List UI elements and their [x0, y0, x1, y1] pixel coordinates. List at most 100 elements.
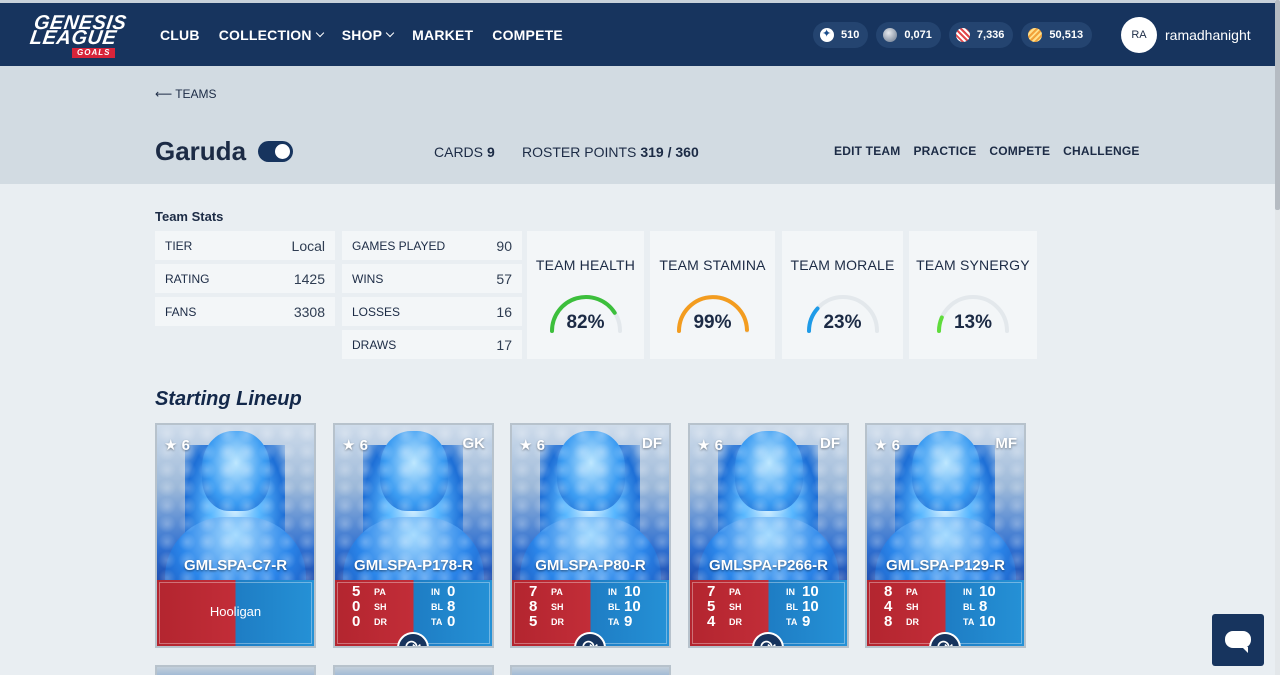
chevron-down-icon: [315, 28, 324, 37]
stat-sh: 0 SH: [352, 598, 394, 615]
currency-red[interactable]: 7,336: [948, 22, 1014, 48]
card-name: GMLSPA-C7-R: [183, 557, 288, 574]
card-rating: ★ 6: [164, 437, 190, 454]
cards-value: 9: [487, 144, 495, 160]
silhouette-head: [380, 431, 448, 511]
username[interactable]: ramadhanight: [1165, 27, 1251, 43]
meter-value: 13%: [953, 312, 993, 333]
bench-card[interactable]: [155, 665, 316, 675]
card-trait: Hooligan: [209, 604, 262, 619]
card-rating: ★ 6: [519, 437, 545, 454]
nav-shop[interactable]: SHOP: [341, 26, 395, 43]
avatar[interactable]: RA: [1121, 17, 1157, 53]
stat-key: PA: [551, 586, 563, 597]
player-silhouette: [157, 425, 314, 580]
stat-losses: LOSSES 16: [342, 297, 522, 326]
stat-key: DR: [551, 616, 564, 627]
currency-ball-value: 0,071: [904, 29, 932, 41]
bench-card[interactable]: [333, 665, 494, 675]
stat-number: 10: [802, 598, 819, 615]
practice-button[interactable]: PRACTICE: [913, 144, 977, 158]
currency-gold[interactable]: 50,513: [1021, 22, 1093, 48]
genesis-league-logo[interactable]: GENESIS LEAGUE GOALS: [28, 12, 132, 58]
lineup-card[interactable]: ★ 6 DF GMLSPA-P80-R 7 PA 8 SH 5 DR IN 10 BL 1…: [510, 423, 671, 648]
stat-bl: BL 10: [596, 598, 648, 615]
gauge-arc: [937, 295, 1009, 333]
card-position: GK: [462, 435, 486, 452]
stat-pa: 7 PA: [529, 583, 571, 600]
stat-key: BL: [963, 601, 975, 612]
stat-pa: 8 PA: [884, 583, 926, 600]
lineup-card[interactable]: ★ 6 GMLSPA-C7-R Hooligan: [155, 423, 316, 648]
stat-value: 1425: [293, 270, 325, 287]
band-border: [159, 582, 312, 644]
nav-market-label: MARKET: [412, 26, 474, 43]
stat-key: IN: [608, 586, 617, 597]
arrow-left-icon: ⟵: [155, 87, 173, 101]
lineup-card[interactable]: ★ 6 GK GMLSPA-P178-R 5 PA 0 SH 0 DR IN 0 BL 8…: [333, 423, 494, 648]
nav-market[interactable]: MARKET: [412, 27, 473, 43]
stat-dr: 0 DR: [352, 613, 394, 630]
stat-key: IN: [963, 586, 972, 597]
nav-club[interactable]: CLUB: [160, 27, 200, 43]
stat-in: IN 10: [596, 583, 648, 600]
currency-ball[interactable]: 0,071: [876, 22, 941, 48]
edit-team-button[interactable]: EDIT TEAM: [834, 144, 901, 158]
lineup-card[interactable]: ★ 6 DF GMLSPA-P266-R 7 PA 5 SH 4 DR IN 10 BL…: [688, 423, 849, 648]
back-to-teams-link[interactable]: ⟵ TEAMS: [155, 87, 217, 101]
stat-key: SH: [374, 601, 387, 612]
stat-key: DR: [906, 616, 919, 627]
nav-collection[interactable]: COLLECTION: [218, 26, 324, 43]
stat-ta: TA 10: [951, 613, 1003, 630]
team-active-toggle[interactable]: [258, 141, 293, 162]
attack-stats: 7 PA 5 SH 4 DR: [707, 583, 749, 630]
stat-dr: 8 DR: [884, 613, 926, 630]
stat-label: GAMES PLAYED: [352, 238, 446, 253]
stat-number: 10: [624, 583, 641, 600]
stat-number: 5: [352, 583, 361, 600]
star-token-icon: [820, 27, 834, 42]
card-rating: ★ 6: [874, 437, 900, 454]
stat-number: 9: [802, 613, 811, 630]
card-footer: [157, 646, 314, 648]
player-silhouette: [335, 425, 492, 580]
logo-line3: GOALS: [72, 48, 116, 58]
user-menu[interactable]: RA ramadhanight: [1121, 17, 1251, 53]
stat-key: TA: [431, 616, 443, 627]
player-silhouette: [867, 425, 1024, 580]
nav-compete[interactable]: COMPETE: [492, 27, 563, 43]
meter-label: TEAM HEALTH: [535, 257, 636, 273]
stat-value: 57: [496, 270, 512, 287]
nav-club-label: CLUB: [160, 26, 200, 43]
stat-bl: BL 8: [419, 598, 471, 615]
nav-shop-label: SHOP: [341, 26, 383, 43]
currency-red-value: 7,336: [976, 29, 1005, 41]
card-position: DF: [820, 435, 840, 452]
currency-star-value: 510: [841, 29, 860, 41]
bench-card[interactable]: [510, 665, 671, 675]
currency-gold-value: 50,513: [1049, 29, 1084, 41]
chat-button[interactable]: [1212, 614, 1264, 666]
starting-lineup-title: Starting Lineup: [155, 388, 302, 410]
stat-number: 7: [707, 583, 716, 600]
gauge-arc: [676, 295, 749, 333]
stat-key: TA: [786, 616, 798, 627]
compete-button[interactable]: COMPETE: [989, 144, 1051, 158]
stat-number: 0: [352, 613, 361, 630]
stat-number: 4: [884, 598, 893, 615]
silhouette-head: [557, 431, 625, 511]
logo-line2: LEAGUE: [28, 27, 118, 49]
challenge-button[interactable]: CHALLENGE: [1063, 144, 1140, 158]
nav-collection-label: COLLECTION: [218, 26, 312, 43]
scrollbar-thumb[interactable]: [1275, 0, 1280, 210]
stat-number: 5: [529, 613, 538, 630]
player-silhouette: [512, 425, 669, 580]
stat-label: RATING: [165, 271, 210, 286]
page-scrollbar[interactable]: [1275, 0, 1280, 675]
defense-stats: IN 0 BL 8 TA 0: [419, 583, 471, 630]
stat-number: 10: [979, 613, 996, 630]
currency-star[interactable]: 510: [813, 22, 869, 48]
top-nav: GENESIS LEAGUE GOALS CLUB COLLECTION SHO…: [0, 0, 1280, 66]
lineup-card[interactable]: ★ 6 MF GMLSPA-P129-R 8 PA 4 SH 8 DR IN 10 BL…: [865, 423, 1026, 648]
stat-number: 0: [447, 583, 456, 600]
